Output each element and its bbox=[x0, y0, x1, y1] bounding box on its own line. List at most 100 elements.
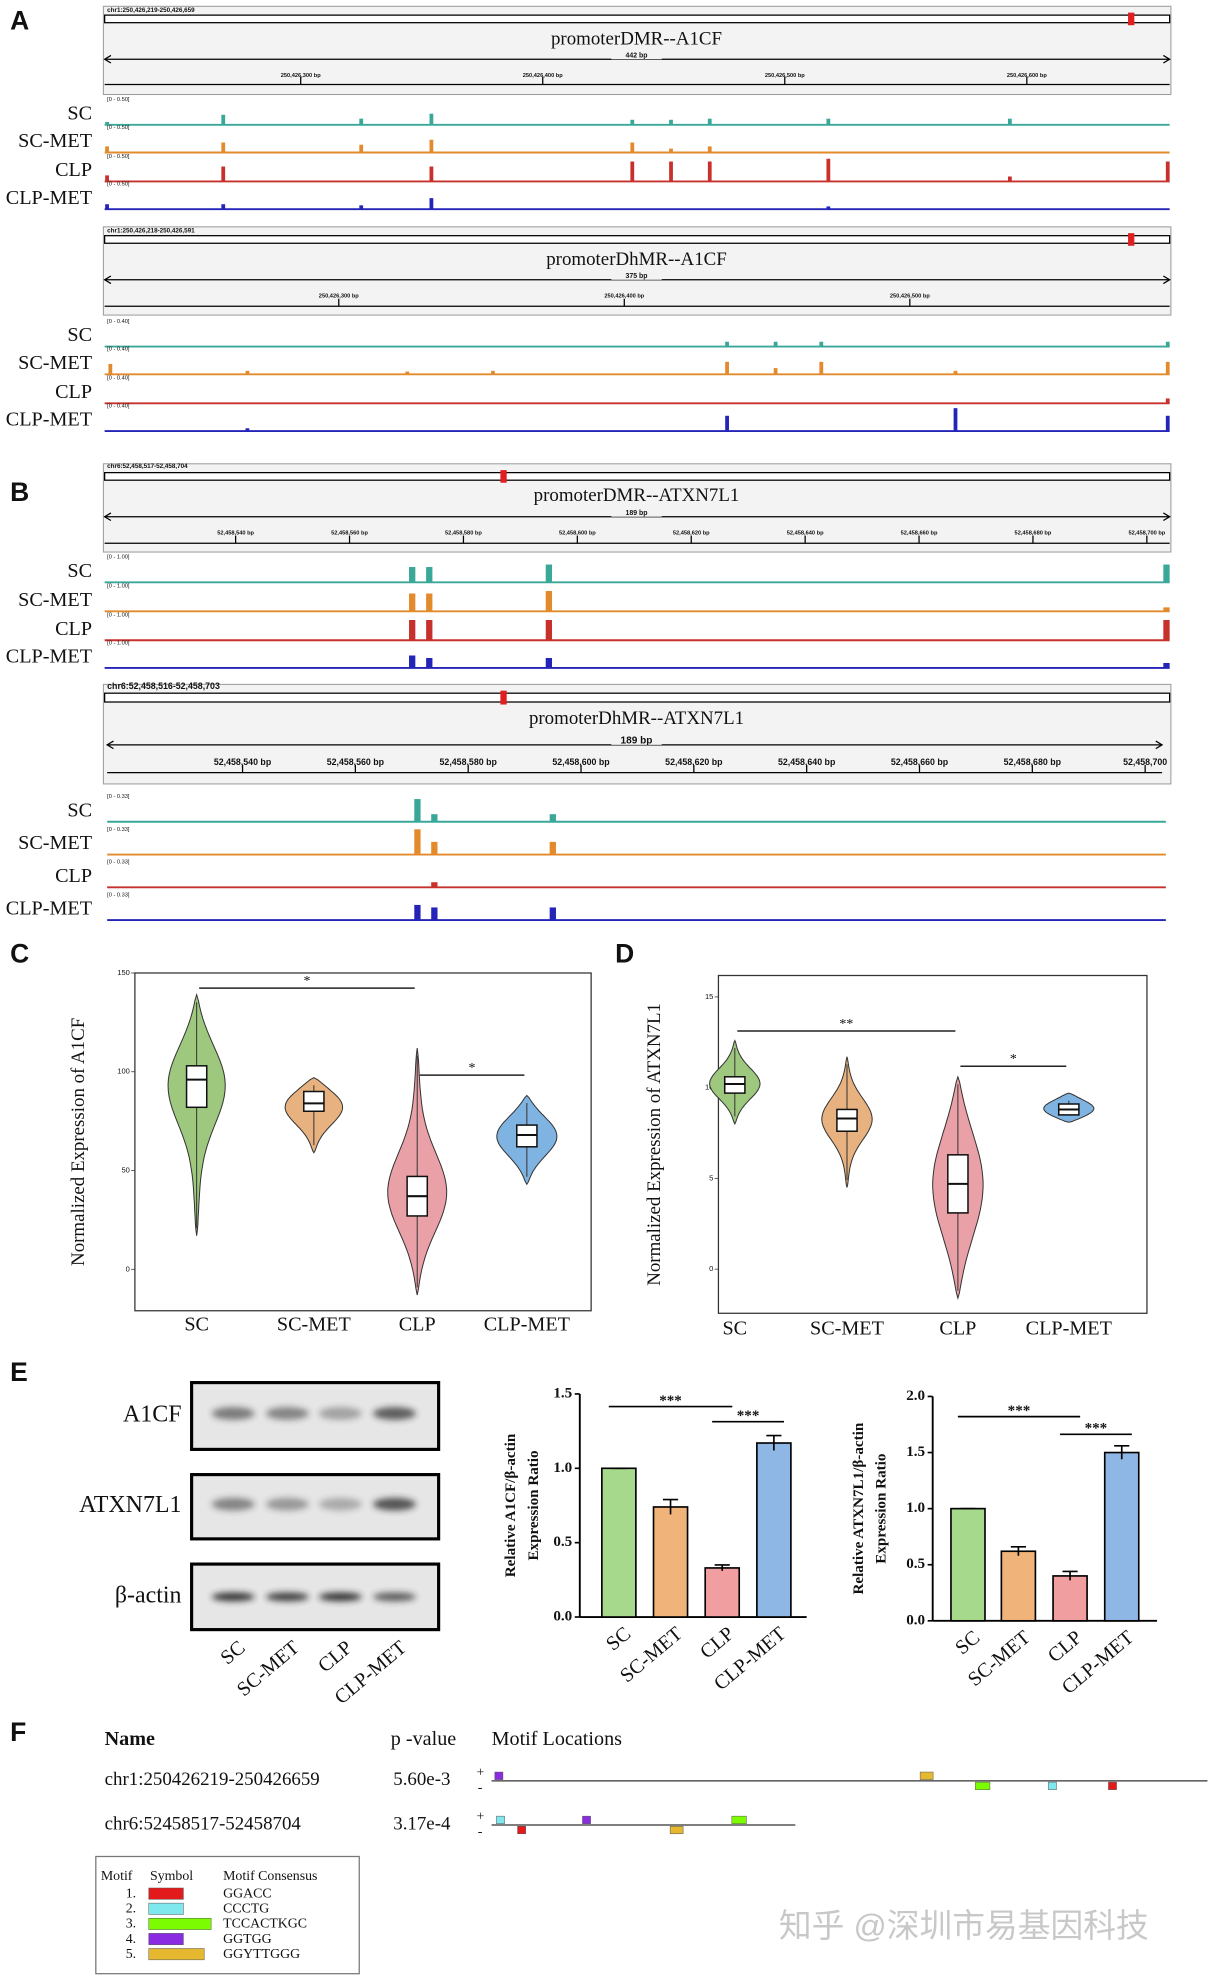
methylation-peak bbox=[725, 415, 729, 432]
range-label: [0 - 0.40] bbox=[107, 319, 130, 325]
methylation-peak bbox=[414, 904, 421, 921]
bar bbox=[601, 1467, 637, 1618]
legend-number: 3. bbox=[126, 1916, 136, 1931]
track-title: promoterDhMR--A1CF bbox=[546, 249, 727, 270]
tick-label: 52,458,540 bp bbox=[217, 531, 254, 537]
motif-site bbox=[582, 1815, 591, 1824]
significance-label: * bbox=[303, 973, 310, 988]
blot-band bbox=[211, 1497, 255, 1511]
tick-label: 250,426,500 bp bbox=[890, 294, 930, 300]
methylation-peak bbox=[819, 361, 824, 375]
tick-label: 250,426,400 bp bbox=[604, 294, 644, 300]
methylation-peak bbox=[773, 341, 778, 347]
span-bg bbox=[611, 273, 662, 280]
bar bbox=[950, 1507, 986, 1622]
track-title: promoterDhMR--ATXN7L1 bbox=[529, 708, 744, 729]
x-tick-label: SC bbox=[602, 1623, 635, 1656]
sample-label: SC-MET bbox=[18, 832, 92, 854]
lane-label: SC bbox=[216, 1637, 249, 1670]
p-value: 3.17e-4 bbox=[393, 1813, 451, 1834]
strand-label: + bbox=[476, 1764, 484, 1779]
methylation-peak bbox=[221, 204, 226, 210]
y-tick-label: 1.0 bbox=[553, 1460, 572, 1476]
methylation-peak bbox=[245, 428, 250, 432]
sample-label: CLP bbox=[55, 865, 92, 887]
panel-label: D bbox=[615, 938, 634, 968]
panel-label: E bbox=[10, 1357, 28, 1387]
span-label: 375 bp bbox=[626, 273, 648, 280]
locus-label: chr1:250,426,218-250,426,591 bbox=[107, 227, 195, 234]
error-bar bbox=[1114, 1444, 1130, 1460]
methylation-peak bbox=[409, 593, 416, 612]
y-tick-label: 0 bbox=[126, 1264, 130, 1273]
methylation-peak bbox=[105, 146, 109, 153]
methylation-peak bbox=[549, 841, 556, 855]
methylation-peak bbox=[1163, 662, 1170, 668]
tick-label: 52,458,580 bp bbox=[440, 757, 498, 767]
box bbox=[185, 1065, 208, 1109]
motif-site bbox=[975, 1781, 991, 1790]
legend-consensus: GGYTTGGG bbox=[223, 1946, 300, 1961]
methylation-peak bbox=[773, 368, 778, 375]
methylation-peak bbox=[426, 593, 433, 612]
methylation-peak bbox=[1007, 176, 1012, 182]
track-title: promoterDMR--A1CF bbox=[551, 29, 722, 50]
blot-band bbox=[265, 1592, 309, 1602]
span-bg bbox=[611, 510, 662, 517]
methylation-peak bbox=[429, 198, 434, 210]
error-bar bbox=[1062, 1570, 1078, 1581]
legend-swatch bbox=[148, 1887, 184, 1900]
tick-label: 250,426,300 bp bbox=[319, 294, 359, 300]
sample-label: CLP bbox=[55, 159, 92, 181]
methylation-peak bbox=[669, 119, 673, 125]
span-bg bbox=[611, 52, 662, 60]
sample-label: SC-MET bbox=[18, 589, 92, 611]
ideogram bbox=[104, 235, 1171, 244]
error-bar bbox=[662, 1498, 679, 1515]
legend-header: Motif Consensus bbox=[223, 1868, 317, 1883]
methylation-peak bbox=[426, 567, 433, 583]
panel-label: C bbox=[10, 938, 29, 968]
legend-header: Motif bbox=[101, 1868, 133, 1883]
methylation-peak bbox=[405, 371, 410, 375]
methylation-peak bbox=[826, 118, 831, 125]
y-tick-label: 0.0 bbox=[553, 1608, 572, 1624]
methylation-peak bbox=[630, 119, 635, 125]
methylation-peak bbox=[819, 341, 824, 347]
legend-header: Symbol bbox=[150, 1868, 193, 1883]
legend-frame bbox=[95, 1855, 360, 1975]
bar bbox=[1103, 1451, 1140, 1622]
sequence-name: chr1:250426219-250426659 bbox=[105, 1769, 320, 1790]
blot-band bbox=[318, 1592, 362, 1602]
range-label: [0 - 1.00] bbox=[107, 640, 130, 646]
legend-consensus: CCCTG bbox=[223, 1901, 269, 1916]
sample-label: CLP-MET bbox=[6, 898, 92, 920]
methylation-peak bbox=[221, 142, 226, 153]
range-label: [0 - 1.00] bbox=[107, 555, 130, 561]
methylation-peak bbox=[826, 158, 831, 182]
x-tick-label: SC-MET bbox=[810, 1317, 884, 1339]
blot-band bbox=[265, 1497, 309, 1511]
methylation-peak bbox=[105, 204, 109, 210]
sample-label: SC bbox=[67, 102, 92, 124]
watermark: 知乎 @深圳市易基因科技 bbox=[779, 1907, 1149, 1944]
y-axis-label: Normalized Expression of A1CF bbox=[68, 1018, 89, 1266]
significance-label: *** bbox=[659, 1393, 682, 1409]
significance-label: *** bbox=[1008, 1403, 1031, 1419]
y-axis-label: Relative ATXN7L1/β-actin bbox=[851, 1422, 867, 1594]
methylation-peak bbox=[245, 370, 250, 375]
motif-site bbox=[669, 1825, 684, 1835]
blot-band bbox=[373, 1592, 416, 1602]
legend-number: 1. bbox=[126, 1885, 136, 1900]
methylation-peak bbox=[108, 363, 113, 375]
error-bar bbox=[766, 1434, 782, 1451]
box bbox=[836, 1108, 858, 1132]
x-tick-label: CLP-MET bbox=[1026, 1317, 1112, 1339]
tick-label: 250,426,300 bp bbox=[281, 73, 321, 79]
x-tick-label: CLP bbox=[696, 1623, 738, 1664]
y-tick-label: 1.5 bbox=[906, 1444, 925, 1460]
methylation-peak bbox=[545, 658, 553, 668]
tick-label: 250,426,500 bp bbox=[765, 73, 805, 79]
y-tick-label: 100 bbox=[117, 1067, 130, 1076]
